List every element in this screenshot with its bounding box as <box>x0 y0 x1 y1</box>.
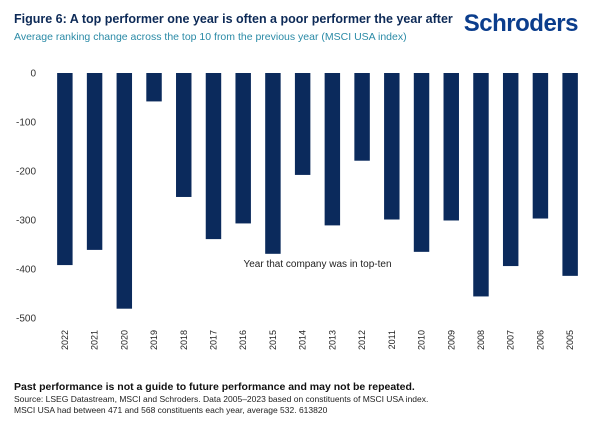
y-axis: 0 -100 -200 -300 -400 -500 <box>16 69 36 325</box>
bar-2009 <box>443 73 459 221</box>
x-tick-label: 2006 <box>535 330 545 350</box>
disclaimer-text: Past performance is not a guide to futur… <box>14 381 415 393</box>
source-text: Source: LSEG Datastream, MSCI and Schrod… <box>14 394 429 404</box>
x-tick-label: 2013 <box>327 330 337 350</box>
schroders-logo: Schroders <box>463 10 579 37</box>
bar-2022 <box>57 73 73 266</box>
chart-title: Figure 6: A top performer one year is of… <box>14 12 453 26</box>
bar-2011 <box>384 73 400 220</box>
bar-2016 <box>235 73 251 224</box>
bar-2015 <box>265 73 281 254</box>
y-tick-label: -300 <box>16 216 36 227</box>
x-tick-label: 2019 <box>149 330 159 350</box>
bar-2010 <box>413 73 430 252</box>
x-tick-label: 2020 <box>119 330 129 350</box>
x-tick-label: 2016 <box>238 330 248 350</box>
x-tick-label: 2021 <box>90 330 100 350</box>
x-tick-label: 2010 <box>417 330 427 350</box>
x-axis-label: Year that company was in top-ten <box>243 259 391 270</box>
bar-2021 <box>86 73 103 250</box>
bar-2014 <box>294 73 311 175</box>
x-tick-label: 2017 <box>208 330 218 350</box>
footer: Past performance is not a guide to futur… <box>14 381 594 416</box>
bar-2020 <box>116 73 133 309</box>
bar-2018 <box>176 73 192 197</box>
y-tick-label: -400 <box>16 265 36 276</box>
x-tick-label: 2014 <box>298 330 308 350</box>
x-tick-label: 2009 <box>446 330 456 350</box>
x-tick-label: 2005 <box>565 330 575 350</box>
note-text: MSCI USA had between 471 and 568 constit… <box>14 405 328 415</box>
x-tick-label: 2022 <box>60 330 70 350</box>
bar-2012 <box>354 73 370 161</box>
x-tick-label: 2012 <box>357 330 367 350</box>
y-tick-label: -100 <box>16 118 36 129</box>
x-tick-label: 2011 <box>387 330 397 349</box>
x-tick-label: 2008 <box>476 330 486 350</box>
bar-2006 <box>532 73 549 219</box>
bar-chart: 0-100-200-300-400-500 2022 2021 2020 2019 20… <box>16 69 578 350</box>
bar-2007 <box>502 73 519 267</box>
bar-2019 <box>146 73 162 102</box>
bar-2013 <box>324 73 341 226</box>
x-tick-label: 2018 <box>179 330 189 350</box>
chart-subtitle: Average ranking change across the top 10… <box>14 31 407 43</box>
x-tick-label: 2007 <box>506 330 516 350</box>
x-axis: 2022 2021 2020 2019 2018 2017 2016 2015 2014 2013… <box>60 330 575 350</box>
y-tick-label: -200 <box>16 167 36 178</box>
bar-2005 <box>562 73 578 276</box>
bar-2008 <box>473 73 489 297</box>
bars <box>57 73 578 309</box>
bar-2017 <box>205 73 222 240</box>
x-tick-label: 2015 <box>268 330 278 350</box>
y-tick-label: 0 <box>30 69 36 80</box>
y-tick-label: -500 <box>16 314 36 325</box>
